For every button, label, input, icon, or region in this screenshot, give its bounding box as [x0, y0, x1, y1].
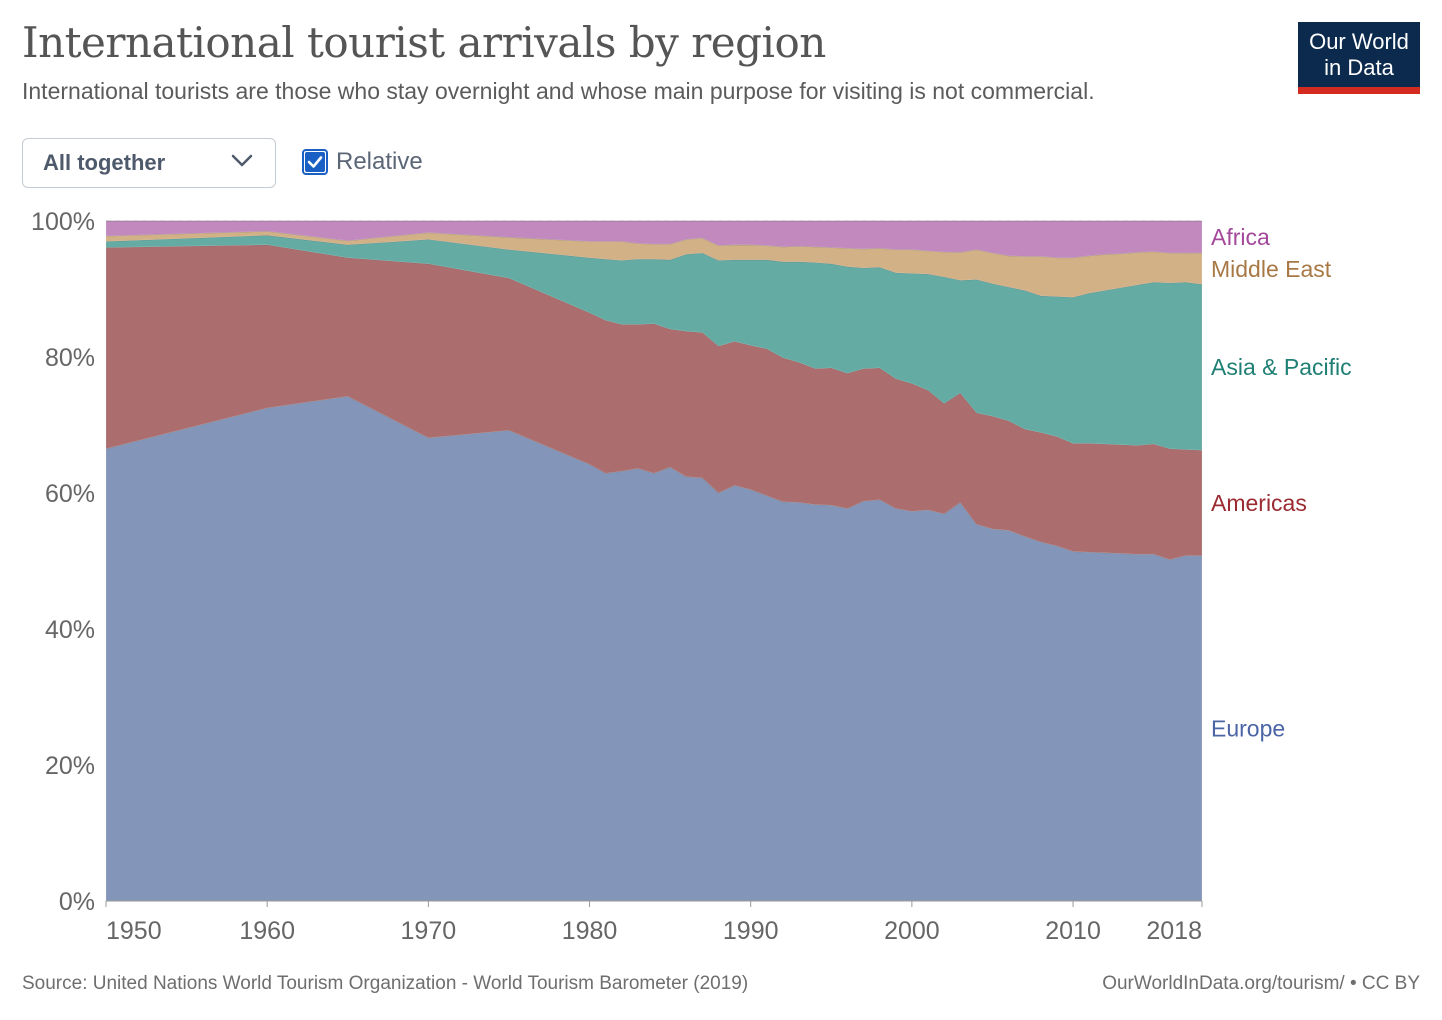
y-tick-label: 20%: [45, 752, 95, 780]
x-tick-label: 1990: [723, 917, 779, 945]
license-link[interactable]: OurWorldInData.org/tourism/ • CC BY: [1102, 973, 1420, 994]
x-tick-label: 1960: [239, 917, 295, 945]
x-tick-label: 1950: [106, 917, 162, 945]
y-tick-label: 100%: [31, 208, 95, 236]
x-tick-label: 1980: [562, 917, 618, 945]
x-tick-label: 2018: [1146, 917, 1202, 945]
y-tick-label: 80%: [45, 344, 95, 372]
y-tick-label: 40%: [45, 616, 95, 644]
dropdown-selected-value: All together: [43, 150, 166, 175]
relative-checkbox[interactable]: [302, 149, 328, 175]
label-americas[interactable]: Americas: [1211, 490, 1307, 516]
x-tick-label: 2010: [1045, 917, 1101, 945]
chevron-down-icon: [231, 154, 253, 167]
area-series[interactable]: [105, 220, 1203, 902]
x-tick-label: 2000: [884, 917, 940, 945]
chart-title: International tourist arrivals by region: [22, 18, 826, 67]
chart-subtitle: International tourists are those who sta…: [22, 78, 1095, 104]
logo-line-2: in Data: [1324, 55, 1394, 80]
owid-logo[interactable]: Our World in Data: [1298, 22, 1420, 94]
checkmark-icon: [305, 152, 325, 172]
y-tick-label: 0%: [59, 888, 95, 916]
label-asia-pacific[interactable]: Asia & Pacific: [1211, 354, 1352, 380]
area-americas[interactable]: [105, 244, 1203, 560]
stacked-area-chart[interactable]: 0% 20% 40% 60% 80% 100% 1950 1960 1970 1980 1990 2…: [0, 200, 1442, 960]
x-tick-label: 1970: [401, 917, 457, 945]
area-edge-middle-east: [105, 230, 1202, 259]
logo-line-1: Our World: [1309, 29, 1409, 54]
label-europe[interactable]: Europe: [1211, 715, 1285, 741]
label-middle-east[interactable]: Middle East: [1211, 256, 1332, 282]
relative-label: Relative: [336, 148, 423, 175]
source-note[interactable]: Source: United Nations World Tourism Org…: [22, 973, 749, 994]
area-africa[interactable]: [105, 220, 1203, 258]
series-labels[interactable]: Africa Middle East Asia & Pacific Americas E…: [1211, 224, 1352, 741]
stack-mode-dropdown[interactable]: All together: [22, 138, 276, 188]
label-africa[interactable]: Africa: [1211, 224, 1270, 250]
y-axis: 0% 20% 40% 60% 80% 100%: [31, 208, 95, 916]
relative-toggle[interactable]: Relative: [302, 148, 423, 176]
x-axis: 1950 1960 1970 1980 1990 2000 2010 2018: [105, 900, 1203, 945]
y-tick-label: 60%: [45, 480, 95, 508]
